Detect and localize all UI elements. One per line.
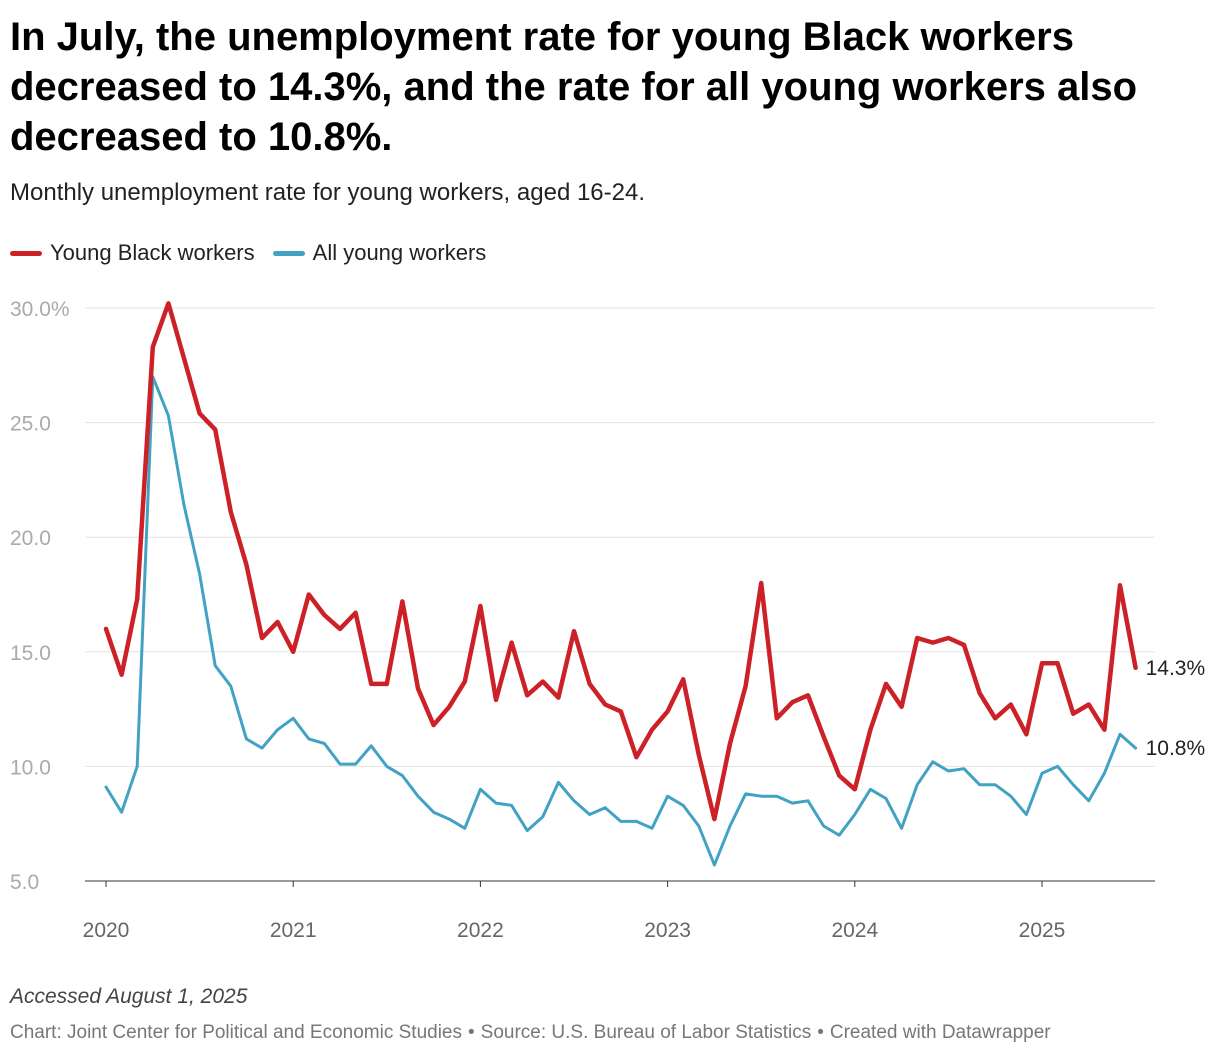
accessed-note: Accessed August 1, 2025 (10, 985, 248, 1008)
y-tick-label: 10.0 (10, 756, 51, 779)
x-tick-label: 2025 (1019, 919, 1066, 942)
legend-swatch-red (10, 250, 42, 256)
chart-credit: Chart: Joint Center for Political and Ec… (10, 1022, 462, 1043)
end-value-label: 10.8% (1146, 737, 1206, 760)
y-tick-label: 5.0 (10, 871, 39, 894)
separator: • (468, 1022, 475, 1043)
y-tick-label: 25.0 (10, 413, 51, 436)
x-tick-label: 2021 (270, 919, 317, 942)
x-tick-label: 2023 (644, 919, 691, 942)
chart-title: In July, the unemployment rate for young… (10, 15, 1138, 159)
legend-item-all-young-workers: All young workers (272, 240, 487, 266)
legend-label: Young Black workers (50, 240, 255, 265)
chart-subtitle: Monthly unemployment rate for young work… (10, 179, 646, 206)
series-line-young-black-workers (103, 301, 1138, 822)
x-tick-label: 2020 (83, 919, 130, 942)
end-value-label: 14.3% (1146, 657, 1206, 680)
legend-item-young-black-workers: Young Black workers (10, 240, 255, 266)
line-chart: 30.0% 25.0 20.0 15.0 10.0 5.0 2020 2021 2022 2023… (10, 298, 1206, 942)
x-tick-label: 2022 (457, 919, 504, 942)
footer-credits: Chart: Joint Center for Political and Ec… (10, 1022, 1051, 1044)
legend-swatch-blue (272, 250, 305, 256)
y-tick-label: 30.0% (10, 298, 70, 321)
created-with: Created with Datawrapper (829, 1022, 1051, 1043)
x-tick-label: 2024 (831, 919, 878, 942)
legend-label: All young workers (312, 240, 487, 265)
source-credit: Source: U.S. Bureau of Labor Statistics (480, 1022, 812, 1043)
legend: Young Black workers All young workers (10, 240, 504, 266)
y-tick-label: 20.0 (10, 527, 51, 550)
separator: • (817, 1022, 824, 1043)
y-tick-label: 15.0 (10, 642, 51, 665)
